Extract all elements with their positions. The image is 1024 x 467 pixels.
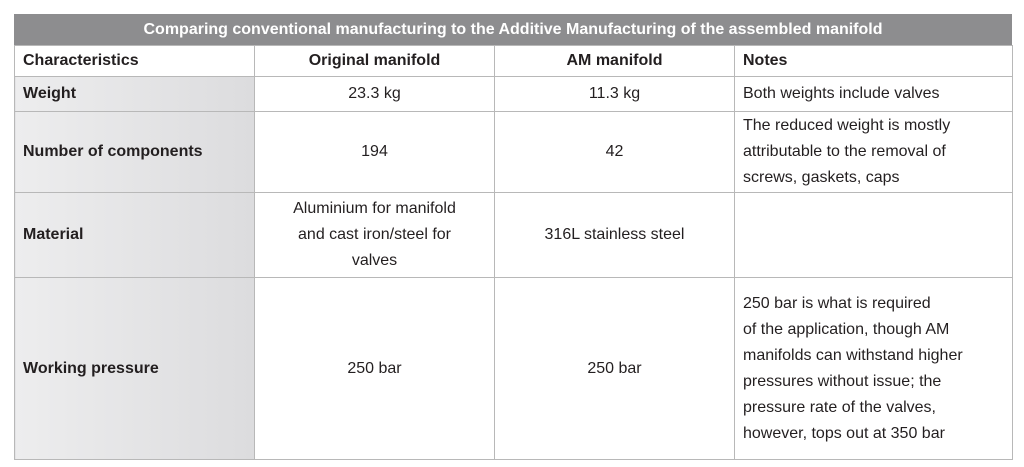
table-cell: 250 bar [254,277,495,460]
table-cell: 23.3 kg [254,76,495,112]
comparison-table: Characteristics Original manifold AM manif… [14,45,1013,460]
cell-line: attributable to the removal of [743,143,946,160]
table-cell: The reduced weight is mostly attributable… [734,111,1013,193]
cell-line: manifolds can withstand higher [743,346,963,364]
cell-line: pressure rate of the valves, [743,398,936,416]
row-header: Number of components [14,111,255,193]
table-row: Working pressure 250 bar 250 bar 250 bar is… [14,277,1013,460]
cell-line: however, tops out at 350 bar [743,424,945,442]
table-title: Comparing conventional manufacturing to … [14,14,1012,45]
row-header: Working pressure [14,277,255,460]
cell-line: screws, gaskets, caps [743,169,900,186]
cell-line: Aluminium for manifold [293,200,456,217]
table-cell: 42 [494,111,735,193]
cell-line: pressures without issue; the [743,372,942,390]
table-row: Number of components 194 42 The reduced wei… [14,111,1013,193]
column-header: Characteristics [14,45,255,77]
cell-line: of the application, though AM [743,320,950,338]
row-header: Weight [14,76,255,112]
table-cell: Aluminium for manifold and cast iron/stee… [254,192,495,278]
table-cell: 11.3 kg [494,76,735,112]
table-cell: Both weights include valves [734,76,1013,112]
table-head: Characteristics Original manifold AM manif… [14,45,1013,77]
table-cell [734,192,1013,278]
column-header: Original manifold [254,45,495,77]
cell-line: 250 bar is what is required [743,294,931,312]
table-row: Weight 23.3 kg 11.3 kg Both weights include… [14,76,1013,112]
table-cell: 250 bar [494,277,735,460]
cell-line: valves [351,252,398,269]
table-body: Weight 23.3 kg 11.3 kg Both weights include… [14,76,1013,460]
header-row: Characteristics Original manifold AM manif… [14,45,1013,77]
column-header: Notes [734,45,1013,77]
cell-line: and cast iron/steel for [298,226,451,243]
table-cell: 250 bar is what is required of the applic… [734,277,1013,460]
column-header: AM manifold [494,45,735,77]
row-header: Material [14,192,255,278]
cell-line: The reduced weight is mostly [743,117,951,134]
table-cell: 194 [254,111,495,193]
table-cell: 316L stainless steel [494,192,735,278]
table-row: Material Aluminium for manifold and cast i… [14,192,1013,278]
table-panel: Comparing conventional manufacturing to … [14,14,1013,460]
